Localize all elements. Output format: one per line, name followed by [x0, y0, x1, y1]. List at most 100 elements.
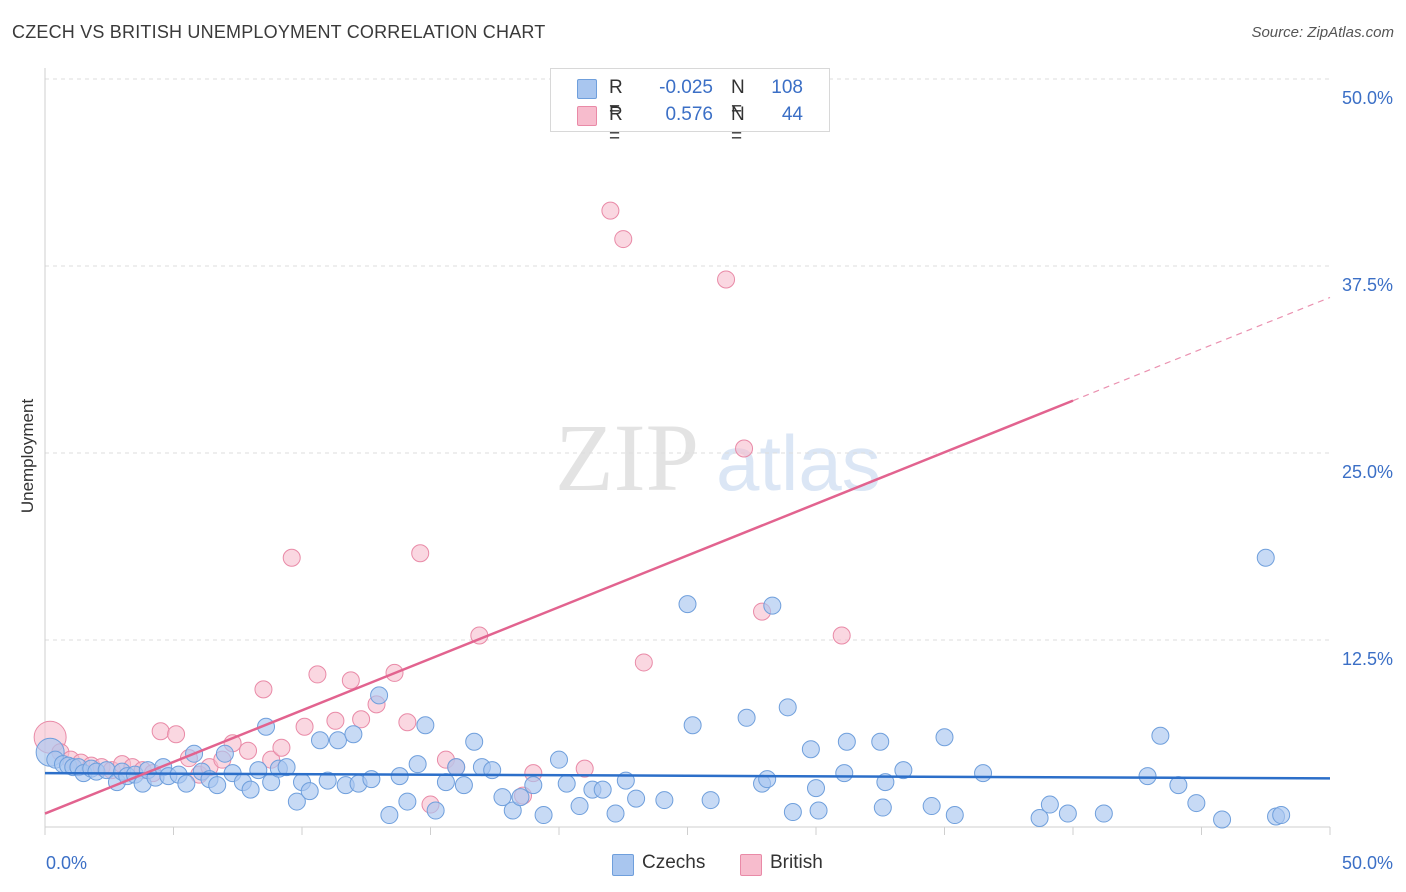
r-value: -0.025	[659, 77, 713, 98]
czech-point	[606, 804, 625, 823]
czech-point	[945, 806, 964, 825]
czech-point	[511, 788, 530, 807]
czech-point	[380, 806, 399, 825]
czech-point	[837, 732, 856, 751]
watermark: ZIP atlas	[555, 404, 881, 511]
czech-point	[570, 797, 589, 816]
czech-point	[683, 716, 702, 735]
british-point	[575, 759, 594, 778]
czech-point	[763, 596, 782, 615]
czech-point	[835, 764, 854, 783]
czech-point	[300, 782, 319, 801]
british-point	[282, 548, 301, 567]
czech-point	[557, 774, 576, 793]
czech-point	[436, 773, 455, 792]
czech-point	[408, 755, 427, 774]
watermark-atlas: atlas	[716, 419, 881, 507]
czech-point	[1272, 806, 1291, 825]
czech-point	[493, 788, 512, 807]
czech-point	[249, 761, 268, 780]
british-point	[398, 713, 417, 732]
czech-point	[1094, 804, 1113, 823]
correlation-legend: R = -0.025 N = 108 R = 0.576 N = 44	[550, 68, 830, 147]
czech-point	[1151, 726, 1170, 745]
czech-point	[1058, 804, 1077, 823]
czech-point	[655, 791, 674, 810]
british-point	[352, 710, 371, 729]
czech-point	[809, 801, 828, 820]
y-tick-label: 50.0%	[1342, 88, 1393, 108]
czech-point	[177, 774, 196, 793]
czech-point	[1040, 795, 1059, 814]
n-value: 108	[771, 77, 803, 98]
y-tick-label: 37.5%	[1342, 275, 1393, 295]
r-value: 0.576	[665, 104, 713, 125]
czech-point	[241, 780, 260, 799]
british-trend-extension	[1072, 296, 1331, 402]
british-point	[254, 680, 273, 699]
legend-label: British	[770, 852, 823, 873]
czech-point	[593, 780, 612, 799]
czech-point	[974, 764, 993, 783]
czech-point	[310, 731, 329, 750]
n-label: N =	[731, 104, 745, 147]
czech-point	[277, 758, 296, 777]
czech-point	[701, 791, 720, 810]
czech-point	[370, 686, 389, 705]
y-tick-label: 12.5%	[1342, 649, 1393, 669]
czech-point	[1169, 776, 1188, 795]
british-point	[717, 270, 736, 289]
czech-point	[894, 761, 913, 780]
british-point	[614, 230, 633, 249]
czech-point	[362, 770, 381, 789]
czech-point	[627, 789, 646, 808]
czech-point	[318, 771, 337, 790]
czech-point	[922, 797, 941, 816]
british-point	[151, 722, 170, 741]
czech-point	[465, 732, 484, 751]
czech-point	[398, 792, 417, 811]
british-point	[295, 717, 314, 736]
czech-swatch	[577, 79, 597, 99]
source-credit: Source: ZipAtlas.com	[1251, 24, 1394, 41]
british-point	[326, 711, 345, 730]
czech-point	[215, 744, 234, 763]
legend-label: Czechs	[642, 852, 706, 873]
british-swatch	[740, 854, 762, 876]
british-point	[308, 665, 327, 684]
czech-trend-line	[44, 771, 1331, 780]
n-value: 44	[781, 104, 803, 125]
r-label: R =	[609, 104, 623, 147]
czech-point	[1213, 810, 1232, 829]
czech-point	[534, 806, 553, 825]
czech-point	[778, 698, 797, 717]
british-point	[167, 725, 186, 744]
czech-point	[871, 732, 890, 751]
czech-point	[873, 798, 892, 817]
czech-point	[447, 758, 466, 777]
n-label: N =	[731, 77, 745, 120]
czech-point	[935, 728, 954, 747]
british-trend-line	[44, 399, 1074, 815]
british-point	[832, 626, 851, 645]
british-point	[601, 201, 620, 220]
czech-point	[758, 770, 777, 789]
british-point	[239, 741, 258, 760]
y-tick-label: 25.0%	[1342, 462, 1393, 482]
czech-point	[737, 708, 756, 727]
czech-swatch	[612, 854, 634, 876]
czech-point	[328, 731, 347, 750]
czech-point	[807, 779, 825, 798]
x-tick-label: 0.0%	[46, 853, 87, 873]
czech-point	[390, 767, 409, 786]
czech-point	[1187, 794, 1206, 813]
czech-point	[524, 776, 543, 795]
czech-point	[454, 776, 473, 795]
czech-point	[208, 776, 227, 795]
czech-point	[287, 792, 306, 811]
british-point	[411, 544, 430, 563]
czech-point	[783, 803, 802, 822]
czech-point	[503, 801, 522, 820]
czech-point	[876, 773, 895, 792]
